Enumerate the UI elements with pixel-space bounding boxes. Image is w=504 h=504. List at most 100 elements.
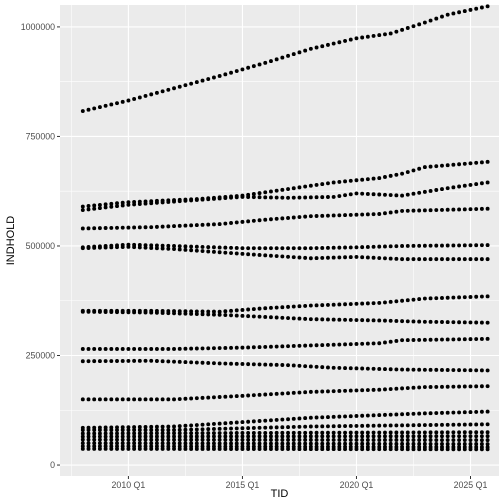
data-point [274, 430, 279, 435]
data-point [206, 222, 211, 227]
data-point [286, 434, 290, 439]
data-point [320, 44, 325, 49]
data-point [274, 216, 279, 221]
data-point [479, 243, 484, 248]
data-point [229, 251, 233, 256]
data-point [211, 427, 216, 431]
data-point [297, 304, 302, 309]
data-point [297, 246, 302, 251]
data-point [377, 176, 382, 181]
data-point [474, 409, 479, 414]
data-point [303, 434, 308, 439]
data-point [183, 437, 188, 442]
data-point [286, 430, 290, 435]
y-tick-label: 1000000 [21, 22, 55, 32]
data-point [411, 441, 416, 446]
data-point [126, 425, 131, 430]
data-point [154, 310, 159, 315]
data-point [109, 437, 114, 442]
data-point [217, 346, 222, 351]
data-point [348, 37, 353, 42]
data-point [394, 172, 399, 177]
data-point [206, 434, 211, 439]
data-point [103, 431, 108, 436]
data-point [343, 193, 348, 198]
data-point [97, 441, 102, 446]
data-point [440, 337, 444, 342]
data-point [229, 245, 233, 250]
data-point [422, 20, 427, 25]
data-point [280, 315, 285, 320]
data-point [462, 447, 467, 452]
data-point [383, 441, 387, 446]
data-point [479, 320, 484, 325]
data-point [354, 318, 359, 322]
data-point [160, 246, 165, 251]
data-point [257, 345, 262, 350]
data-point [223, 434, 228, 439]
data-point [468, 447, 473, 452]
data-point [383, 192, 387, 197]
data-point [189, 427, 194, 432]
data-point [303, 184, 308, 189]
data-point [109, 204, 114, 209]
data-point [388, 210, 393, 215]
data-point [189, 223, 194, 228]
data-point [97, 346, 102, 351]
data-point [286, 363, 290, 368]
data-point [103, 437, 108, 442]
data-point [183, 431, 188, 436]
data-point [97, 202, 102, 207]
data-point [428, 188, 433, 193]
data-point [160, 437, 165, 442]
data-point [326, 342, 330, 347]
data-point [172, 86, 176, 91]
data-point [115, 359, 119, 363]
data-point [280, 437, 285, 442]
data-point [440, 320, 444, 324]
data-point [451, 162, 456, 167]
data-point [183, 423, 188, 428]
data-point [194, 346, 199, 351]
data-point [263, 246, 268, 251]
data-point [354, 191, 359, 196]
data-point [326, 447, 330, 452]
data-point [194, 312, 199, 316]
data-point [468, 243, 473, 248]
data-point [217, 222, 222, 227]
data-point [405, 412, 410, 416]
data-point [115, 434, 119, 439]
data-point [451, 438, 456, 442]
data-point [177, 427, 182, 432]
data-point [434, 441, 439, 446]
data-point [251, 218, 256, 223]
data-point [132, 310, 137, 315]
data-point [97, 446, 102, 451]
data-point [457, 184, 462, 189]
data-point [445, 441, 450, 446]
data-point [269, 195, 273, 200]
data-point [308, 437, 313, 442]
data-point [462, 337, 467, 342]
data-point [194, 198, 199, 202]
data-point [348, 255, 353, 260]
data-point [354, 437, 359, 442]
data-point [383, 175, 387, 179]
data-point [422, 319, 427, 324]
data-point [263, 392, 268, 397]
data-point [411, 367, 416, 372]
data-point [303, 48, 308, 53]
data-points [80, 4, 490, 452]
data-point [428, 430, 433, 435]
data-point [154, 346, 159, 351]
data-point [440, 296, 444, 300]
data-point [303, 246, 308, 251]
data-point [365, 34, 370, 39]
data-point [434, 384, 439, 389]
data-point [320, 365, 325, 370]
data-point [451, 243, 456, 248]
data-point [206, 312, 211, 317]
data-point [86, 204, 91, 208]
data-point [206, 245, 211, 250]
data-point [405, 367, 410, 372]
